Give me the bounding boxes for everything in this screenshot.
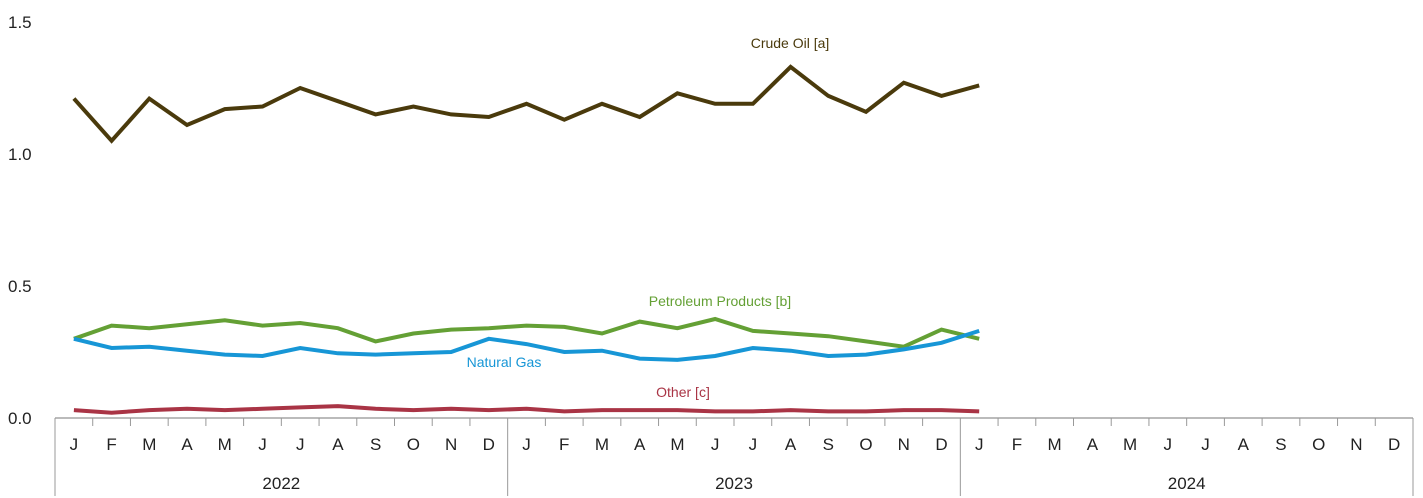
month-label: M bbox=[1123, 435, 1137, 454]
month-label: F bbox=[106, 435, 116, 454]
month-label: F bbox=[1012, 435, 1022, 454]
y-tick-label: 1.0 bbox=[8, 145, 32, 164]
month-label: M bbox=[1048, 435, 1062, 454]
month-label: A bbox=[1238, 435, 1250, 454]
month-label: M bbox=[218, 435, 232, 454]
series-line bbox=[72, 64, 980, 144]
month-label: M bbox=[595, 435, 609, 454]
month-label: S bbox=[1275, 435, 1286, 454]
x-axis: J F M A M J J A S O N D J F M A M J J A S O N D J F M A M J J A S O N D 2022… bbox=[54, 417, 1414, 496]
month-label: F bbox=[559, 435, 569, 454]
month-label: O bbox=[407, 435, 420, 454]
month-label: J bbox=[258, 435, 267, 454]
series-label: Natural Gas bbox=[467, 354, 542, 370]
month-label: A bbox=[634, 435, 646, 454]
month-label: D bbox=[483, 435, 495, 454]
month-label: J bbox=[1164, 435, 1173, 454]
y-tick-label: 0.5 bbox=[8, 277, 32, 296]
y-axis-ticks: 1.5 1.0 0.5 0.0 bbox=[8, 13, 32, 428]
month-label: D bbox=[935, 435, 947, 454]
month-label: J bbox=[70, 435, 79, 454]
series-labels: Crude Oil [a] Petroleum Products [b] Natur… bbox=[467, 35, 830, 400]
month-label: S bbox=[823, 435, 834, 454]
month-label: J bbox=[975, 435, 984, 454]
month-label: A bbox=[181, 435, 193, 454]
month-label: J bbox=[749, 435, 758, 454]
month-label: O bbox=[1312, 435, 1325, 454]
year-label: 2022 bbox=[262, 474, 300, 493]
month-label: A bbox=[332, 435, 344, 454]
month-label: O bbox=[859, 435, 872, 454]
month-label: N bbox=[445, 435, 457, 454]
series-label: Crude Oil [a] bbox=[751, 35, 830, 51]
month-label: M bbox=[670, 435, 684, 454]
series-line bbox=[73, 328, 980, 362]
month-label: D bbox=[1388, 435, 1400, 454]
month-label: J bbox=[522, 435, 531, 454]
month-label: A bbox=[1087, 435, 1099, 454]
month-label: J bbox=[711, 435, 720, 454]
month-label: N bbox=[898, 435, 910, 454]
series-line bbox=[73, 404, 980, 415]
month-label: A bbox=[785, 435, 797, 454]
month-label: M bbox=[142, 435, 156, 454]
y-tick-label: 0.0 bbox=[8, 409, 32, 428]
year-label: 2023 bbox=[715, 474, 753, 493]
month-label: N bbox=[1350, 435, 1362, 454]
series-label: Other [c] bbox=[656, 384, 710, 400]
series-line bbox=[73, 316, 980, 349]
series-lines bbox=[72, 64, 980, 415]
series-label: Petroleum Products [b] bbox=[649, 293, 791, 309]
month-label: J bbox=[1201, 435, 1210, 454]
year-label: 2024 bbox=[1168, 474, 1206, 493]
month-label: S bbox=[370, 435, 381, 454]
y-tick-label: 1.5 bbox=[8, 13, 32, 32]
month-label: J bbox=[296, 435, 305, 454]
